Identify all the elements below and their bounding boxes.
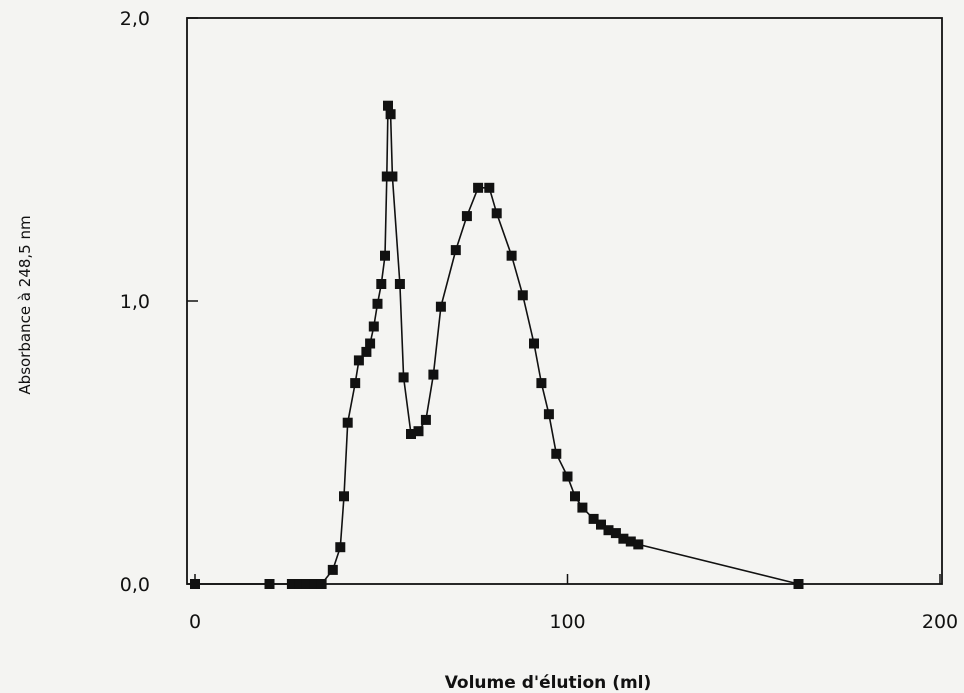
data-point xyxy=(435,301,446,312)
series-line xyxy=(195,105,799,585)
data-point xyxy=(543,409,554,420)
data-point xyxy=(596,519,606,530)
data-point xyxy=(368,321,379,332)
data-point xyxy=(350,378,361,389)
data-point xyxy=(380,250,390,261)
data-point xyxy=(376,279,387,289)
data-point xyxy=(413,426,424,437)
data-point xyxy=(372,298,383,309)
data-point xyxy=(610,528,621,539)
data-point xyxy=(383,100,393,111)
data-point xyxy=(491,208,502,219)
x-tick-label: 0 xyxy=(189,611,201,633)
data-point xyxy=(461,211,472,222)
y-tick-label: 1,0 xyxy=(120,291,150,313)
data-point xyxy=(428,369,439,380)
data-point xyxy=(387,171,398,182)
data-point xyxy=(327,564,338,575)
data-point xyxy=(536,378,547,389)
data-point xyxy=(309,579,320,589)
data-point xyxy=(398,372,409,383)
data-point xyxy=(394,279,405,289)
x-axis: 0 100 200 xyxy=(189,574,958,633)
data-point xyxy=(335,542,346,553)
plot-frame xyxy=(186,17,943,585)
data-point xyxy=(603,525,614,536)
data-point xyxy=(570,491,580,502)
y-tick-label: 2,0 xyxy=(120,8,150,30)
data-point xyxy=(365,338,376,349)
data-point xyxy=(551,448,562,459)
data-point xyxy=(294,579,305,589)
data-point xyxy=(588,513,599,524)
x-tick-label: 200 xyxy=(922,611,958,633)
data-point xyxy=(190,579,200,589)
data-point xyxy=(339,491,349,502)
data-point xyxy=(450,245,461,256)
data-point xyxy=(353,355,364,366)
x-axis-title: Volume d'élution (ml) xyxy=(445,673,652,693)
data-point xyxy=(793,579,804,589)
data-point xyxy=(361,346,372,357)
data-point xyxy=(529,338,539,349)
data-point xyxy=(316,579,327,589)
data-point xyxy=(633,539,644,550)
data-point xyxy=(625,536,636,547)
y-tick-label: 0,0 xyxy=(120,574,150,596)
data-point xyxy=(264,579,275,589)
data-point xyxy=(381,171,392,182)
y-axis: 0,0 1,0 2,0 xyxy=(120,8,198,596)
data-point xyxy=(473,182,484,193)
data-point xyxy=(506,250,517,261)
data-point xyxy=(484,182,495,193)
data-point xyxy=(577,502,588,513)
data-point xyxy=(286,579,297,589)
data-point xyxy=(562,471,573,482)
x-tick-label: 100 xyxy=(549,611,585,633)
data-point xyxy=(385,109,396,120)
data-point xyxy=(618,533,629,544)
data-point xyxy=(420,414,431,425)
data-point xyxy=(406,429,416,439)
data-point xyxy=(301,579,312,589)
data-point xyxy=(517,290,528,301)
y-axis-title: Absorbance à 248,5 nm xyxy=(16,215,34,394)
series-layer xyxy=(190,100,804,589)
data-point xyxy=(342,417,353,428)
